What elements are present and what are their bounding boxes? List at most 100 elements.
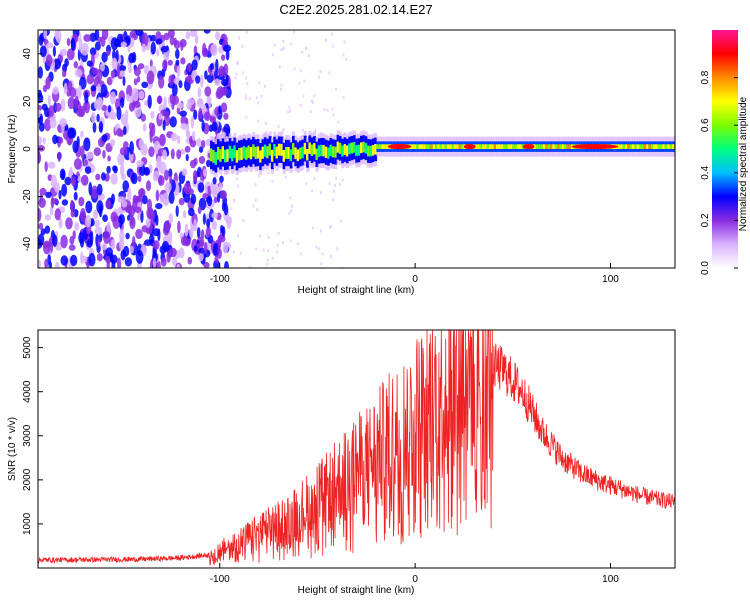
spectrogram-noise-cell — [178, 247, 185, 259]
spectrogram-halo-cell — [245, 97, 247, 101]
spectrogram-core-cell — [625, 144, 628, 149]
spectrogram-noise-cell — [141, 43, 146, 53]
spectrogram-noise-cell — [84, 159, 88, 166]
spectrogram-noise-cell — [60, 255, 69, 266]
spectrogram-halo-cell — [303, 79, 306, 83]
spectrogram-noise-cell — [203, 168, 207, 177]
spectrogram-halo-cell — [320, 229, 322, 233]
snr-series-line — [38, 330, 675, 566]
spectrogram-noise-cell — [211, 212, 219, 219]
spectrogram-halo-cell — [298, 81, 301, 85]
spectrogram-halo-cell — [329, 255, 332, 259]
spectrogram-peak-cell — [571, 144, 619, 150]
spectrogram-noise-cell — [137, 175, 142, 183]
spectrogram-noise-cell — [66, 37, 71, 47]
spectrogram-noise-cell — [203, 30, 211, 34]
spectrogram-halo-cell — [258, 234, 261, 238]
spectrogram-noise-cell — [122, 180, 130, 193]
spectrogram-noise-cell — [148, 146, 155, 157]
spectrogram-core-cell — [336, 141, 340, 153]
spectrogram-core-cell — [491, 144, 495, 149]
snr-y-tick-label: 4000 — [22, 380, 33, 403]
spectrogram-core-cell — [671, 144, 675, 149]
spectrogram-core-cell — [540, 144, 544, 149]
spectrogram-noise-cell — [171, 257, 178, 266]
spectrogram-halo-cell — [342, 96, 345, 99]
spectrogram-core-cell — [303, 142, 307, 155]
spectrogram-noise-cell — [44, 161, 48, 173]
spectrogram-noise-cell — [177, 220, 181, 234]
spectrogram-noise-cell — [88, 252, 96, 267]
spectrogram-halo-cell — [254, 198, 257, 202]
spectrogram-noise-cell — [186, 130, 191, 139]
spectrogram-noise-cell — [116, 128, 123, 137]
spectrogram-noise-cell — [197, 87, 202, 98]
spectrogram-core-cell — [256, 146, 260, 159]
spectrogram-noise-cell — [164, 181, 172, 193]
spectrogram-halo-cell — [235, 72, 238, 76]
spectrogram-core-cell — [568, 144, 572, 149]
spectrogram-noise-cell — [69, 166, 73, 178]
spectrogram-halo-cell — [246, 82, 249, 86]
spectrogram-noise-cell — [156, 95, 163, 104]
spectrogram-noise-cell — [190, 193, 197, 205]
spectrogram-core-cell — [517, 144, 521, 149]
spectrogram-noise-cell — [168, 74, 175, 86]
spectrogram-noise-cell — [187, 256, 193, 265]
spectrogram-noise-cell — [197, 206, 202, 214]
spectrogram-halo-cell — [308, 167, 311, 171]
spectrogram-noise-cell — [133, 78, 138, 86]
spectrogram-core-cell — [498, 144, 502, 149]
spectrogram-core-cell — [301, 146, 305, 159]
spectrogram-core-cell — [535, 144, 539, 149]
spectrogram-noise-cell — [45, 76, 51, 90]
spectrogram-core-cell — [413, 144, 417, 149]
spectrogram-halo-cell — [291, 204, 293, 208]
spectrogram-noise-cell — [61, 199, 69, 206]
spectrogram-core-cell — [449, 144, 453, 149]
spectrogram-core-cell — [282, 150, 286, 162]
spectrogram-noise-cell — [187, 98, 195, 106]
spectrogram-noise-cell — [70, 37, 76, 51]
figure-title: C2E2.2025.281.02.14.E27 — [279, 2, 432, 17]
spectrogram-halo-cell — [326, 108, 329, 112]
spectrogram-core-cell — [360, 142, 363, 154]
colorbar-tick-label: 0.2 — [700, 213, 711, 227]
spectrogram-noise-cell — [119, 229, 125, 243]
spectrogram-noise-cell — [221, 54, 226, 61]
spectrogram-halo-cell — [337, 120, 340, 124]
spectrogram-noise-cell — [59, 48, 68, 57]
spectrogram-noise-cell — [210, 43, 218, 57]
spectrogram-noise-cell — [190, 115, 195, 129]
snr-x-label: Height of straight line (km) — [298, 585, 415, 596]
spectrogram-core-cell — [662, 144, 666, 149]
spectrogram-noise-cell — [44, 258, 49, 268]
spectrogram-halo-cell — [242, 219, 245, 222]
spectrogram-noise-cell — [92, 122, 97, 133]
spectrogram-halo-cell — [296, 242, 299, 246]
spectrogram-core-cell — [411, 144, 415, 149]
spectrogram-core-cell — [322, 145, 326, 157]
spectrogram-noise-cell — [218, 105, 222, 115]
spectrogram-noise-cell — [170, 148, 175, 160]
spectrogram-noise-cell — [39, 45, 47, 58]
spectrogram-halo-cell — [282, 39, 285, 43]
spectrogram-noise-cell — [67, 96, 76, 110]
spectrogram-noise-cell — [132, 194, 138, 204]
spectrogram-halo-cell — [244, 94, 247, 98]
spectrogram-noise-cell — [86, 74, 95, 85]
spectrogram-noise-cell — [101, 172, 106, 181]
spectrogram-noise-cell — [123, 245, 130, 257]
spectrogram-halo-cell — [257, 174, 260, 178]
spectrogram-noise-cell — [59, 168, 66, 180]
spectrogram-core-cell — [646, 144, 650, 149]
spectrogram-noise-cell — [127, 45, 131, 53]
spectrogram-noise-cell — [38, 66, 43, 79]
spectrogram-halo-cell — [241, 71, 244, 75]
spectrogram-core-cell — [496, 144, 499, 149]
spectrogram-noise-cell — [129, 141, 135, 155]
spectrogram-core-cell — [669, 144, 673, 149]
spectrogram-halo-cell — [233, 169, 236, 173]
spectrogram-noise-cell — [73, 60, 79, 69]
spectrogram-noise-cell — [101, 134, 108, 143]
